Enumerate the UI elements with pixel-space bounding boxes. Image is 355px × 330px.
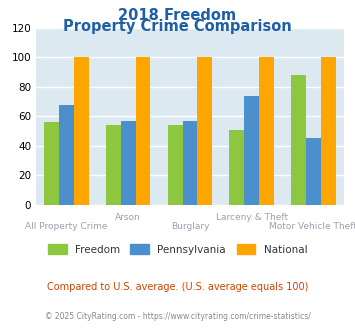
Text: Burglary: Burglary	[171, 222, 209, 231]
Bar	[229, 130, 244, 205]
Text: Property Crime Comparison: Property Crime Comparison	[63, 19, 292, 34]
Text: Larceny & Theft: Larceny & Theft	[215, 213, 288, 222]
Bar	[259, 57, 274, 205]
Bar	[291, 75, 306, 205]
Bar	[321, 57, 336, 205]
Bar	[182, 121, 197, 205]
Text: Arson: Arson	[115, 213, 141, 222]
Bar	[74, 57, 89, 205]
Bar	[59, 105, 74, 205]
Bar	[168, 125, 182, 205]
Text: © 2025 CityRating.com - https://www.cityrating.com/crime-statistics/: © 2025 CityRating.com - https://www.city…	[45, 312, 310, 321]
Bar	[44, 122, 59, 205]
Bar	[121, 121, 136, 205]
Legend: Freedom, Pennsylvania, National: Freedom, Pennsylvania, National	[48, 245, 307, 255]
Bar	[106, 125, 121, 205]
Bar	[136, 57, 151, 205]
Text: Motor Vehicle Theft: Motor Vehicle Theft	[269, 222, 355, 231]
Text: Compared to U.S. average. (U.S. average equals 100): Compared to U.S. average. (U.S. average …	[47, 282, 308, 292]
Bar	[306, 138, 321, 205]
Text: 2018 Freedom: 2018 Freedom	[119, 8, 236, 23]
Text: All Property Crime: All Property Crime	[25, 222, 108, 231]
Bar	[244, 96, 259, 205]
Bar	[197, 57, 212, 205]
